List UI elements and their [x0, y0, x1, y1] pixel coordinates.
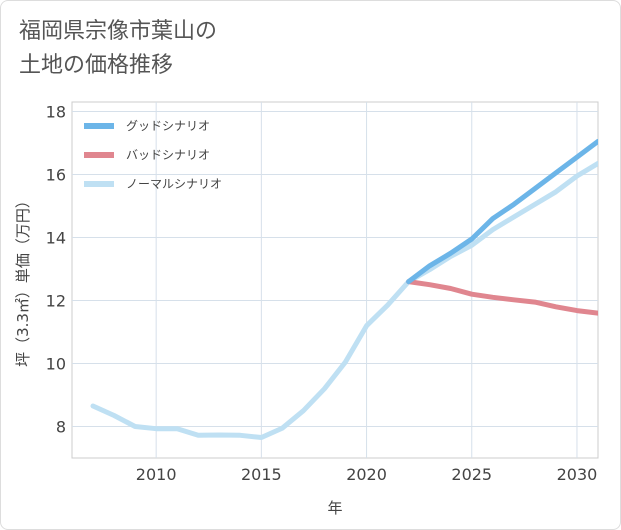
x-axis-label: 年: [327, 499, 342, 517]
y-tick-labels: 8 10 12 14 16 18: [46, 102, 66, 436]
y-tick-label: 12: [46, 291, 66, 310]
x-tick-label: 2030: [557, 465, 598, 484]
y-tick-label: 10: [46, 354, 66, 373]
y-tick-label: 8: [56, 417, 66, 436]
legend-label: バッドシナリオ: [126, 148, 210, 162]
y-tick-label: 14: [46, 228, 66, 247]
x-tick-label: 2025: [451, 465, 492, 484]
y-axis-label: 坪（3.3㎡）単価（万円）: [14, 193, 32, 367]
legend-label: グッドシナリオ: [126, 119, 210, 133]
x-tick-label: 2010: [136, 465, 177, 484]
chart-title: 福岡県宗像市葉山の 土地の価格推移: [19, 15, 217, 83]
title-line-2: 土地の価格推移: [19, 53, 174, 78]
x-tick-labels: 2010 2015 2020 2025 2030: [136, 465, 598, 484]
y-tick-label: 16: [46, 165, 66, 184]
title-line-1: 福岡県宗像市葉山の: [19, 19, 218, 44]
series-line-2: [406, 279, 598, 316]
x-tick-label: 2020: [346, 465, 387, 484]
plot-area: [71, 101, 599, 459]
series-lines: [90, 138, 598, 440]
y-tick-label: 18: [46, 102, 66, 121]
legend-label: ノーマルシナリオ: [126, 177, 222, 191]
x-tick-label: 2015: [241, 465, 282, 484]
grid-lines: [72, 102, 598, 458]
series-line-1: [406, 138, 598, 285]
series-line-3: [90, 160, 598, 440]
